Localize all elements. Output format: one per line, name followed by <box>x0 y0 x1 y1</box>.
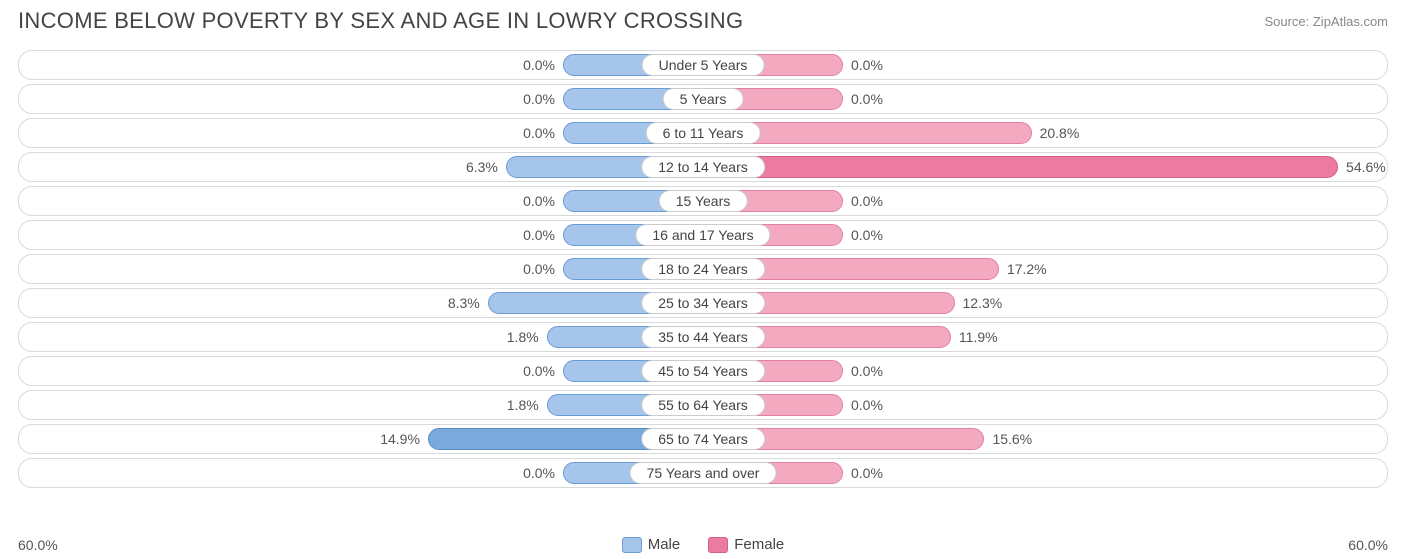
female-value-label: 0.0% <box>843 459 883 487</box>
chart-row: 0.0% 0.0% 45 to 54 Years <box>18 356 1388 386</box>
female-value-label: 54.6% <box>1338 153 1386 181</box>
chart-header: INCOME BELOW POVERTY BY SEX AND AGE IN L… <box>0 0 1406 50</box>
chart-row: 8.3% 12.3% 25 to 34 Years <box>18 288 1388 318</box>
axis-right-label: 60.0% <box>1348 537 1388 553</box>
female-value-label: 15.6% <box>984 425 1032 453</box>
category-label: 45 to 54 Years <box>641 360 765 382</box>
category-label: 55 to 64 Years <box>641 394 765 416</box>
female-value-label: 17.2% <box>999 255 1047 283</box>
chart-source: Source: ZipAtlas.com <box>1264 14 1388 29</box>
category-label: 15 Years <box>659 190 748 212</box>
chart-row: 1.8% 11.9% 35 to 44 Years <box>18 322 1388 352</box>
female-value-label: 20.8% <box>1032 119 1080 147</box>
female-value-label: 11.9% <box>951 323 998 351</box>
female-value-label: 0.0% <box>843 221 883 249</box>
legend: Male Female <box>622 536 785 553</box>
female-value-label: 0.0% <box>843 357 883 385</box>
axis-left-label: 60.0% <box>18 537 58 553</box>
category-label: 5 Years <box>663 88 744 110</box>
chart-row: 0.0% 0.0% 75 Years and over <box>18 458 1388 488</box>
chart-row: 0.0% 20.8% 6 to 11 Years <box>18 118 1388 148</box>
female-value-label: 12.3% <box>955 289 1003 317</box>
chart-row: 14.9% 15.6% 65 to 74 Years <box>18 424 1388 454</box>
male-value-label: 14.9% <box>380 425 428 453</box>
chart-row: 1.8% 0.0% 55 to 64 Years <box>18 390 1388 420</box>
male-value-label: 0.0% <box>523 51 563 79</box>
chart-row: 0.0% 0.0% 5 Years <box>18 84 1388 114</box>
category-label: 25 to 34 Years <box>641 292 765 314</box>
legend-item-male: Male <box>622 536 681 553</box>
category-label: 16 and 17 Years <box>635 224 770 246</box>
chart-row: 0.0% 0.0% Under 5 Years <box>18 50 1388 80</box>
chart-row: 6.3% 54.6% 12 to 14 Years <box>18 152 1388 182</box>
chart-row: 0.0% 17.2% 18 to 24 Years <box>18 254 1388 284</box>
chart-row: 0.0% 0.0% 16 and 17 Years <box>18 220 1388 250</box>
legend-item-female: Female <box>708 536 784 553</box>
female-value-label: 0.0% <box>843 51 883 79</box>
male-value-label: 0.0% <box>523 221 563 249</box>
category-label: 18 to 24 Years <box>641 258 765 280</box>
category-label: 35 to 44 Years <box>641 326 765 348</box>
chart-body: 0.0%0.0%Under 5 Years0.0%0.0%5 Years0.0%… <box>0 50 1406 488</box>
category-label: 65 to 74 Years <box>641 428 765 450</box>
female-value-label: 0.0% <box>843 391 883 419</box>
category-label: 6 to 11 Years <box>646 122 761 144</box>
female-value-label: 0.0% <box>843 187 883 215</box>
male-value-label: 0.0% <box>523 119 563 147</box>
category-label: Under 5 Years <box>642 54 765 76</box>
category-label: 12 to 14 Years <box>641 156 765 178</box>
legend-label-male: Male <box>648 536 681 553</box>
chart-title: INCOME BELOW POVERTY BY SEX AND AGE IN L… <box>18 8 743 34</box>
male-value-label: 1.8% <box>507 391 547 419</box>
male-value-label: 0.0% <box>523 187 563 215</box>
female-bar <box>703 156 1338 178</box>
category-label: 75 Years and over <box>630 462 777 484</box>
male-value-label: 0.0% <box>523 85 563 113</box>
male-value-label: 0.0% <box>523 459 563 487</box>
male-value-label: 1.8% <box>507 323 547 351</box>
male-value-label: 0.0% <box>523 357 563 385</box>
legend-label-female: Female <box>734 536 784 553</box>
male-value-label: 8.3% <box>448 289 488 317</box>
legend-swatch-male <box>622 537 642 553</box>
male-value-label: 6.3% <box>466 153 506 181</box>
chart-row: 0.0% 0.0% 15 Years <box>18 186 1388 216</box>
chart-footer: 60.0% Male Female 60.0% <box>18 536 1388 553</box>
legend-swatch-female <box>708 537 728 553</box>
male-value-label: 0.0% <box>523 255 563 283</box>
female-value-label: 0.0% <box>843 85 883 113</box>
